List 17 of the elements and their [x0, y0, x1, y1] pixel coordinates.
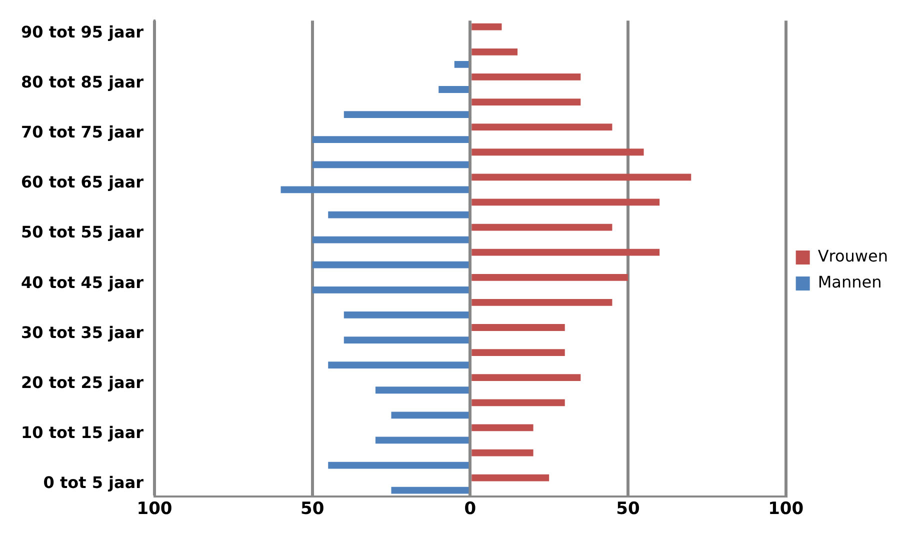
- y-tick-label: 70 tot 75 jaar: [21, 122, 144, 142]
- y-tick-label: 10 tot 15 jaar: [21, 423, 144, 442]
- x-tick-label: 50: [300, 499, 324, 520]
- y-tick-label: 50 tot 55 jaar: [21, 222, 144, 242]
- y-tick-label: 90 tot 95 jaar: [21, 22, 144, 42]
- x-tick-label: 100: [136, 499, 172, 520]
- y-tick-label: 40 tot 45 jaar: [21, 272, 144, 292]
- y-tick-label: 60 tot 65 jaar: [21, 172, 144, 192]
- x-tick-label: 100: [768, 499, 804, 520]
- y-tick-label: 80 tot 85 jaar: [21, 72, 144, 92]
- y-tick-label: 20 tot 25 jaar: [21, 373, 144, 392]
- x-tick-label: 50: [616, 499, 640, 520]
- y-tick-label: 30 tot 35 jaar: [21, 322, 144, 342]
- y-tick-label: 0 tot 5 jaar: [43, 473, 144, 492]
- legend-label: Vrouwen: [818, 246, 888, 266]
- legend-label: Mannen: [818, 272, 882, 292]
- x-tick-label: 0: [464, 499, 476, 520]
